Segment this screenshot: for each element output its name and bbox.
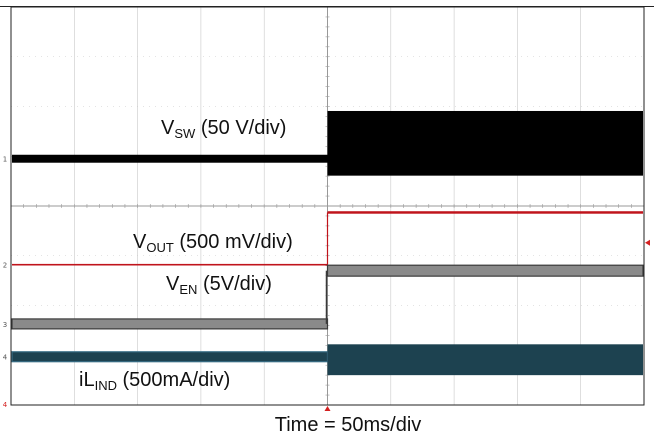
label-iind: iLIND (500mA/div) (79, 369, 230, 393)
ground-marker: 4 (3, 401, 8, 409)
trigger-level-marker-icon (645, 239, 650, 246)
trace-iind (11, 344, 643, 376)
iind-trace-after-enable (327, 344, 643, 376)
ven-trace-after-enable (326, 264, 644, 277)
trace-vsw (12, 110, 643, 176)
label-vsw: VSW (50 V/div) (161, 117, 286, 141)
label-ven: VEN (5V/div) (166, 273, 272, 297)
vsw-trace-before-enable (12, 154, 328, 163)
channel-markers: 1 2 3 4 4 (3, 156, 8, 409)
channel-marker-vsw: 1 (3, 156, 7, 164)
ven-trace-before-enable (11, 318, 329, 330)
scope-grid (10, 6, 645, 406)
vout-trace-after-enable (327, 211, 643, 214)
iind-trace-before-enable (11, 351, 329, 363)
label-vout: VOUT (500 mV/div) (133, 231, 293, 255)
vsw-trace-after-enable (327, 110, 643, 176)
x-axis-label: Time = 50ms/div (275, 414, 422, 436)
channel-marker-vout: 2 (3, 262, 7, 270)
trigger-time-marker-icon (324, 406, 331, 411)
channel-marker-iind: 4 (3, 354, 8, 362)
vout-trace-before-enable (12, 263, 328, 266)
channel-marker-ven: 3 (3, 321, 7, 329)
trace-ven (11, 264, 644, 330)
trace-vout (12, 211, 643, 266)
